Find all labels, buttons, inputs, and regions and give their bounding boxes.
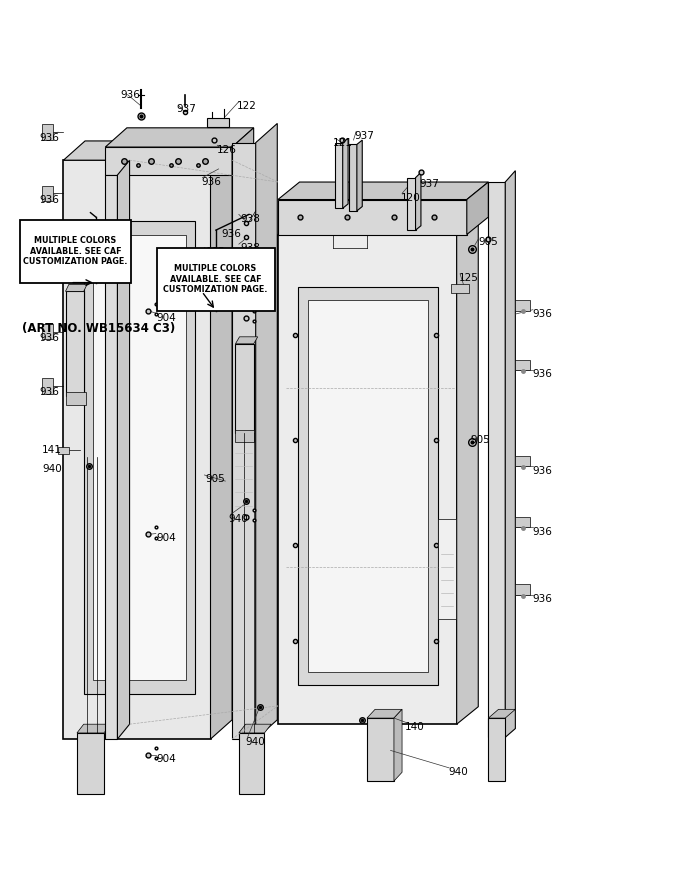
Text: 936: 936: [532, 370, 552, 379]
Polygon shape: [42, 324, 53, 340]
Text: 905: 905: [205, 474, 225, 484]
Polygon shape: [439, 518, 456, 620]
Text: 936: 936: [202, 177, 222, 187]
Polygon shape: [211, 141, 232, 739]
Text: 140: 140: [405, 722, 424, 732]
Polygon shape: [58, 447, 69, 454]
Polygon shape: [515, 456, 530, 466]
Text: 937: 937: [354, 131, 374, 141]
Polygon shape: [93, 234, 186, 680]
Polygon shape: [515, 300, 530, 311]
Text: 940: 940: [228, 514, 248, 524]
Text: 125: 125: [459, 273, 479, 283]
Text: 905: 905: [471, 435, 490, 445]
Polygon shape: [488, 709, 515, 718]
Text: 936: 936: [40, 333, 60, 342]
Polygon shape: [308, 300, 428, 671]
Polygon shape: [207, 118, 228, 127]
Text: 936: 936: [221, 229, 241, 238]
Bar: [235, 429, 254, 442]
Text: 938: 938: [241, 214, 260, 224]
Text: 904: 904: [156, 754, 176, 764]
Polygon shape: [515, 517, 530, 527]
Text: 122: 122: [237, 101, 256, 111]
Polygon shape: [77, 724, 111, 733]
Polygon shape: [343, 138, 348, 209]
Polygon shape: [466, 182, 488, 234]
Polygon shape: [278, 217, 478, 234]
Polygon shape: [452, 284, 469, 293]
Bar: [65, 392, 86, 405]
Polygon shape: [256, 123, 277, 739]
Text: 905: 905: [478, 238, 498, 247]
Polygon shape: [415, 172, 421, 231]
Polygon shape: [278, 234, 457, 724]
Polygon shape: [515, 360, 530, 370]
Polygon shape: [105, 175, 118, 739]
Polygon shape: [105, 128, 254, 147]
Polygon shape: [63, 160, 211, 739]
Text: MULTIPLE COLORS
AVAILABLE. SEE CAF
CUSTOMIZATION PAGE.: MULTIPLE COLORS AVAILABLE. SEE CAF CUSTO…: [163, 264, 268, 294]
Text: 937: 937: [420, 179, 439, 189]
Polygon shape: [42, 378, 53, 393]
Text: 904: 904: [156, 312, 176, 323]
Text: 938: 938: [241, 244, 260, 253]
Text: 126: 126: [216, 144, 237, 155]
Text: 940: 940: [245, 737, 265, 747]
Polygon shape: [488, 718, 505, 781]
Text: MULTIPLE COLORS
AVAILABLE. SEE CAF
CUSTOMIZATION PAGE.: MULTIPLE COLORS AVAILABLE. SEE CAF CUSTO…: [23, 236, 127, 266]
Polygon shape: [235, 344, 254, 433]
Polygon shape: [278, 182, 488, 200]
Polygon shape: [42, 124, 53, 140]
Polygon shape: [394, 709, 402, 781]
Text: 936: 936: [532, 527, 552, 537]
Polygon shape: [278, 200, 466, 234]
Text: 904: 904: [156, 533, 176, 543]
Polygon shape: [239, 733, 265, 794]
Text: 905: 905: [205, 247, 225, 257]
Polygon shape: [335, 143, 343, 209]
Polygon shape: [357, 140, 362, 211]
Text: 936: 936: [121, 90, 141, 99]
Polygon shape: [350, 144, 357, 211]
Text: 936: 936: [532, 309, 552, 319]
Polygon shape: [407, 178, 415, 231]
Text: 121: 121: [333, 137, 353, 148]
Polygon shape: [84, 222, 195, 693]
Polygon shape: [65, 284, 87, 291]
Text: 141: 141: [42, 445, 62, 456]
Polygon shape: [457, 217, 478, 724]
Bar: [156, 247, 275, 311]
Polygon shape: [118, 160, 130, 739]
Polygon shape: [239, 724, 271, 733]
Text: (ART NO. WB15634 C3): (ART NO. WB15634 C3): [22, 321, 175, 334]
Polygon shape: [299, 287, 438, 685]
Text: 936: 936: [532, 594, 552, 605]
Polygon shape: [515, 584, 530, 595]
Polygon shape: [232, 128, 254, 175]
Text: 120: 120: [401, 193, 420, 202]
Polygon shape: [232, 143, 256, 739]
Polygon shape: [367, 709, 402, 718]
Text: 936: 936: [532, 466, 552, 475]
Polygon shape: [77, 733, 104, 794]
Polygon shape: [63, 141, 232, 160]
Text: 936: 936: [40, 194, 60, 204]
Text: 937: 937: [177, 105, 197, 114]
Text: 936: 936: [40, 133, 60, 143]
Text: 940: 940: [448, 767, 468, 777]
Polygon shape: [65, 291, 84, 396]
Polygon shape: [505, 171, 515, 737]
Polygon shape: [42, 186, 53, 202]
Text: 936: 936: [40, 387, 60, 397]
Polygon shape: [235, 337, 258, 344]
Polygon shape: [367, 718, 394, 781]
Polygon shape: [488, 182, 505, 737]
Polygon shape: [105, 147, 232, 175]
Text: 940: 940: [42, 464, 62, 473]
Bar: [20, 220, 131, 282]
